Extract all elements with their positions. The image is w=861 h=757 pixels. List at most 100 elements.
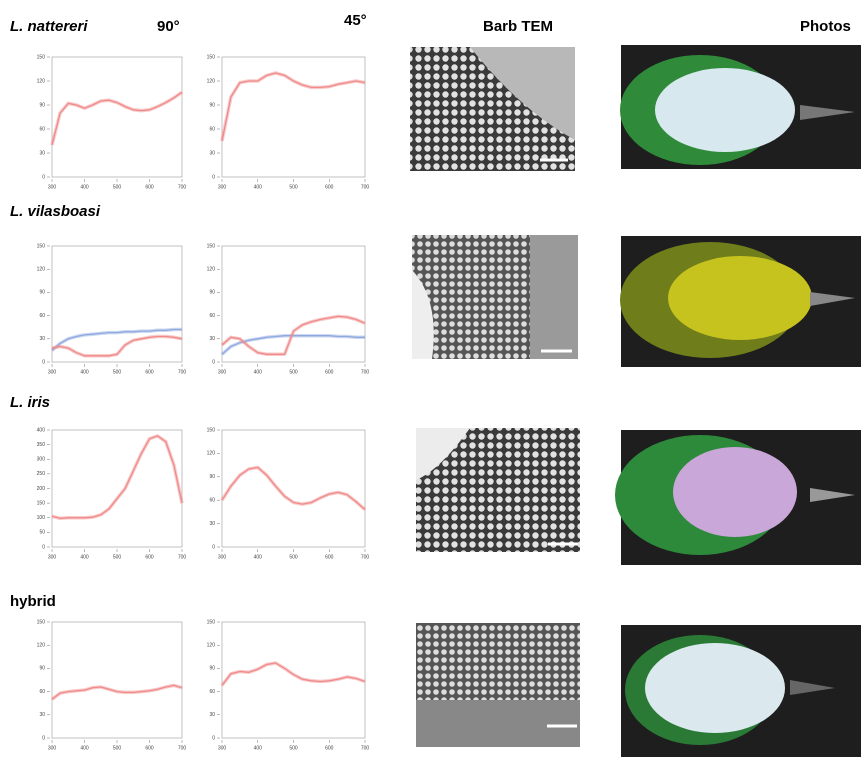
y-tick-label: 150 (207, 243, 216, 249)
x-tick-label: 300 (218, 554, 227, 560)
y-tick-label: 90 (39, 290, 45, 296)
column-header: 45° (344, 12, 367, 29)
x-tick-label: 700 (178, 369, 187, 375)
y-tick-label: 90 (209, 290, 215, 296)
y-tick-label: 400 (37, 427, 46, 433)
plot-frame (222, 246, 365, 362)
y-tick-label: 60 (39, 689, 45, 695)
tem-image (416, 428, 580, 552)
x-tick-label: 400 (80, 369, 89, 375)
y-tick-label: 90 (209, 666, 215, 672)
y-tick-label: 90 (209, 474, 215, 480)
x-tick-label: 400 (80, 184, 89, 190)
x-tick-label: 500 (289, 554, 298, 560)
y-tick-label: 30 (209, 712, 215, 718)
x-tick-label: 300 (218, 745, 227, 751)
y-tick-label: 0 (212, 174, 215, 180)
x-tick-label: 700 (178, 554, 187, 560)
x-tick-label: 300 (48, 554, 57, 560)
x-tick-label: 600 (325, 184, 334, 190)
line (222, 663, 365, 685)
plot-frame (52, 57, 182, 177)
plot-frame (222, 430, 365, 547)
x-tick-label: 300 (218, 184, 227, 190)
y-tick-label: 60 (209, 498, 215, 504)
x-tick-label: 700 (361, 554, 370, 560)
band (52, 436, 182, 518)
y-tick-label: 0 (42, 735, 45, 741)
y-tick-label: 30 (39, 336, 45, 342)
y-tick-label: 0 (42, 359, 45, 365)
x-tick-label: 700 (361, 369, 370, 375)
tem-image (416, 623, 580, 747)
x-tick-label: 600 (145, 554, 154, 560)
x-tick-label: 500 (289, 745, 298, 751)
y-tick-label: 120 (207, 78, 216, 84)
y-tick-label: 200 (37, 486, 46, 492)
x-tick-label: 500 (113, 745, 122, 751)
plot-frame (52, 430, 182, 547)
y-tick-label: 30 (209, 336, 215, 342)
line (52, 436, 182, 518)
x-tick-label: 300 (48, 369, 57, 375)
band (222, 336, 365, 355)
y-tick-label: 60 (39, 313, 45, 319)
column-header: 90° (157, 18, 180, 35)
y-tick-label: 30 (209, 521, 215, 527)
row-label: L. nattereri (10, 18, 88, 35)
y-tick-label: 0 (212, 544, 215, 550)
x-tick-label: 300 (48, 184, 57, 190)
x-tick-label: 400 (254, 554, 263, 560)
y-tick-label: 0 (212, 735, 215, 741)
y-tick-label: 90 (39, 102, 45, 108)
column-header: Barb TEM (483, 18, 553, 35)
x-tick-label: 600 (145, 745, 154, 751)
y-tick-label: 150 (37, 619, 46, 625)
y-tick-label: 150 (37, 54, 46, 60)
y-tick-label: 150 (37, 243, 46, 249)
y-tick-label: 100 (37, 515, 46, 521)
line (52, 92, 182, 145)
y-tick-label: 60 (209, 126, 215, 132)
x-tick-label: 600 (325, 554, 334, 560)
y-tick-label: 350 (37, 442, 46, 448)
x-tick-label: 500 (289, 369, 298, 375)
bird-photo (620, 45, 861, 169)
y-tick-label: 60 (209, 689, 215, 695)
y-tick-label: 120 (37, 267, 46, 273)
y-tick-label: 120 (207, 267, 216, 273)
x-tick-label: 700 (361, 745, 370, 751)
x-tick-label: 500 (113, 184, 122, 190)
x-tick-label: 600 (145, 369, 154, 375)
y-tick-label: 60 (39, 126, 45, 132)
y-tick-label: 30 (209, 150, 215, 156)
band (222, 467, 365, 509)
x-tick-label: 500 (289, 184, 298, 190)
y-tick-label: 150 (37, 500, 46, 506)
x-tick-label: 300 (48, 745, 57, 751)
y-tick-label: 150 (207, 427, 216, 433)
row-label: hybrid (10, 593, 56, 610)
row-label: L. iris (10, 394, 50, 411)
y-tick-label: 0 (42, 174, 45, 180)
bird-photo (620, 236, 861, 367)
x-tick-label: 500 (113, 554, 122, 560)
bird-photo (621, 625, 861, 757)
y-tick-label: 90 (39, 666, 45, 672)
tem-image (410, 47, 575, 171)
y-tick-label: 120 (207, 643, 216, 649)
x-tick-label: 400 (254, 369, 263, 375)
x-tick-label: 600 (325, 369, 334, 375)
x-tick-label: 700 (361, 184, 370, 190)
x-tick-label: 600 (145, 184, 154, 190)
x-tick-label: 600 (325, 745, 334, 751)
y-tick-label: 30 (39, 150, 45, 156)
line (222, 336, 365, 355)
plot-frame (222, 57, 365, 177)
x-tick-label: 400 (80, 745, 89, 751)
x-tick-label: 300 (218, 369, 227, 375)
line (52, 330, 182, 351)
x-tick-label: 700 (178, 184, 187, 190)
x-tick-label: 400 (254, 184, 263, 190)
plot-frame (222, 622, 365, 738)
